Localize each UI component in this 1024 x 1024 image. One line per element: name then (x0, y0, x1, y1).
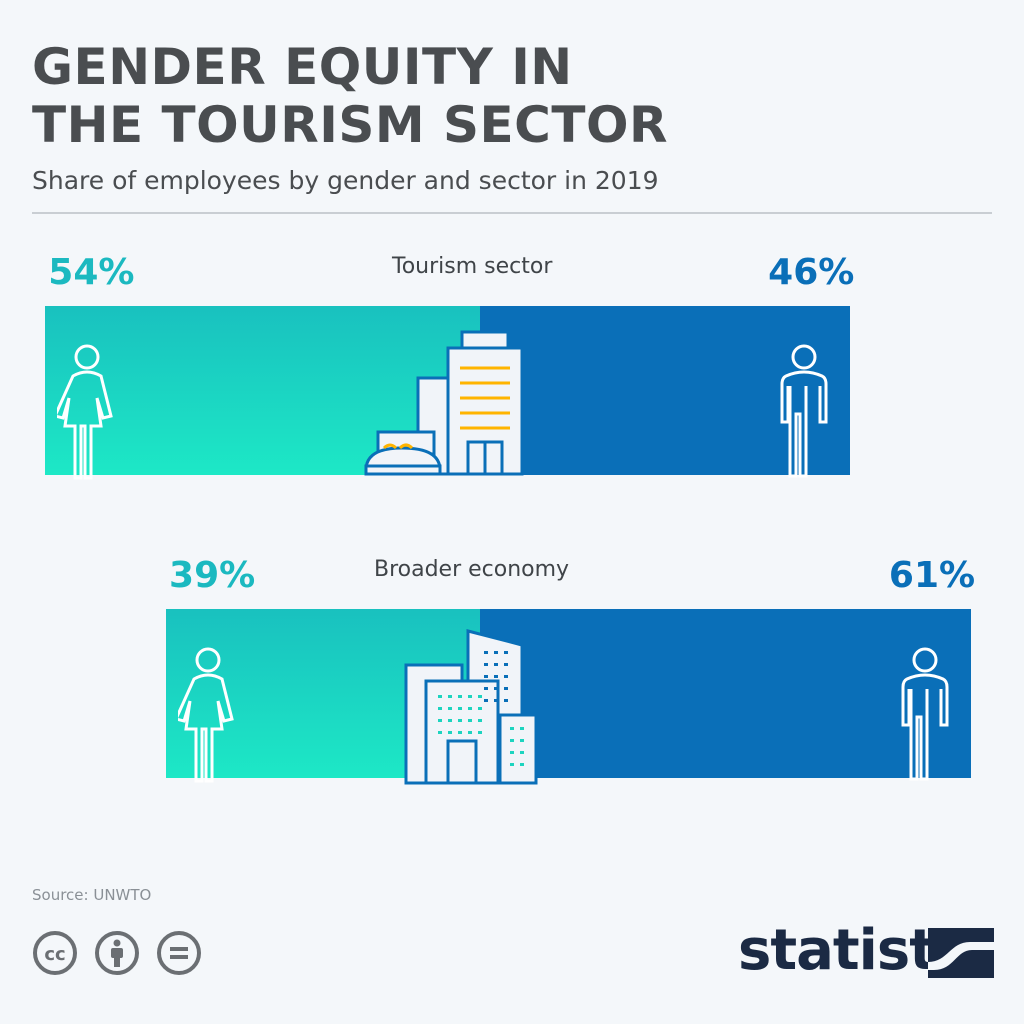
svg-text:cc: cc (44, 944, 65, 965)
bar-tourism-sector (45, 306, 851, 480)
title-line-1: GENDER EQUITY IN (32, 38, 573, 96)
bar-segment-men (479, 609, 972, 778)
no-derivatives-icon (157, 931, 201, 975)
woman-icon (57, 344, 114, 480)
woman-icon (178, 647, 234, 783)
category-label: Tourism sector (392, 254, 553, 279)
page-title: GENDER EQUITY IN THE TOURISM SECTOR (32, 38, 668, 154)
category-label: Broader economy (374, 557, 570, 582)
divider (32, 212, 992, 214)
subtitle: Share of employees by gender and sector … (32, 166, 659, 195)
hotel-building-icon (364, 330, 524, 476)
creative-commons-icon: cc (33, 931, 77, 975)
man-icon (780, 344, 828, 478)
label-men-pct: 46% (768, 252, 855, 293)
attribution-icon (95, 931, 139, 975)
statista-logo-icon (928, 928, 994, 978)
title-line-2: THE TOURISM SECTOR (32, 96, 668, 154)
bar-broader-economy (166, 609, 972, 785)
source: Source: UNWTO (32, 886, 152, 904)
man-icon (901, 647, 949, 781)
office-building-icon (404, 629, 538, 785)
label-men-pct: 61% (888, 555, 976, 596)
label-women-pct: 54% (48, 252, 135, 293)
label-women-pct: 39% (169, 555, 256, 596)
